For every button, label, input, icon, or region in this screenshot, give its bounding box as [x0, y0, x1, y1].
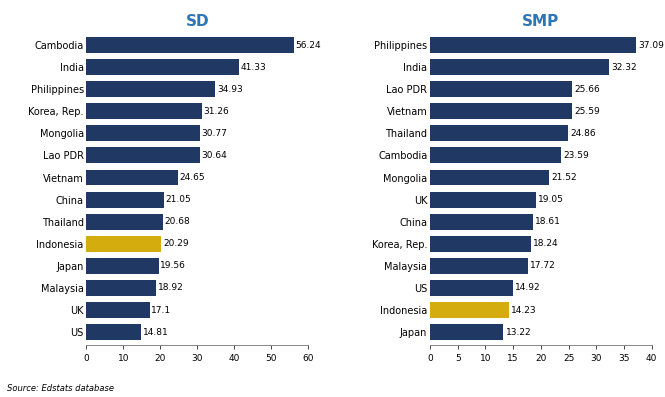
- Title: SD: SD: [186, 14, 209, 29]
- Title: SMP: SMP: [522, 14, 559, 29]
- Bar: [430, 324, 503, 340]
- Text: 30.64: 30.64: [201, 151, 227, 160]
- Text: 20.68: 20.68: [164, 217, 190, 226]
- Bar: [430, 280, 513, 296]
- Text: 19.05: 19.05: [538, 195, 564, 204]
- Bar: [86, 59, 239, 75]
- Text: 14.23: 14.23: [511, 306, 537, 314]
- Bar: [430, 302, 509, 318]
- Bar: [430, 192, 535, 208]
- Text: 14.81: 14.81: [143, 328, 168, 337]
- Text: 25.66: 25.66: [575, 85, 600, 94]
- Bar: [430, 59, 609, 75]
- Text: 37.09: 37.09: [638, 40, 664, 50]
- Text: 21.05: 21.05: [166, 195, 192, 204]
- Text: 18.61: 18.61: [535, 217, 561, 226]
- Bar: [86, 170, 178, 185]
- Bar: [86, 103, 202, 119]
- Text: 21.52: 21.52: [551, 173, 577, 182]
- Bar: [430, 103, 572, 119]
- Text: 17.72: 17.72: [531, 261, 556, 270]
- Bar: [430, 214, 533, 229]
- Bar: [86, 214, 163, 229]
- Bar: [86, 258, 159, 274]
- Bar: [86, 236, 162, 252]
- Bar: [430, 81, 573, 97]
- Bar: [430, 236, 531, 252]
- Text: Source: Edstats database: Source: Edstats database: [7, 384, 114, 393]
- Text: 56.24: 56.24: [296, 40, 321, 50]
- Text: 14.92: 14.92: [515, 283, 541, 293]
- Bar: [86, 148, 200, 164]
- Text: 41.33: 41.33: [241, 63, 267, 71]
- Text: 31.26: 31.26: [203, 107, 229, 116]
- Bar: [430, 125, 568, 141]
- Bar: [430, 148, 561, 164]
- Text: 25.59: 25.59: [574, 107, 600, 116]
- Bar: [430, 37, 636, 53]
- Text: 32.32: 32.32: [611, 63, 637, 71]
- Bar: [86, 280, 156, 296]
- Text: 34.93: 34.93: [217, 85, 243, 94]
- Bar: [86, 125, 200, 141]
- Bar: [86, 81, 215, 97]
- Text: 18.92: 18.92: [158, 283, 184, 293]
- Text: 24.86: 24.86: [570, 129, 596, 138]
- Bar: [430, 258, 528, 274]
- Text: 23.59: 23.59: [563, 151, 589, 160]
- Text: 30.77: 30.77: [201, 129, 227, 138]
- Bar: [86, 302, 150, 318]
- Text: 20.29: 20.29: [163, 239, 188, 248]
- Text: 18.24: 18.24: [533, 239, 559, 248]
- Text: 17.1: 17.1: [151, 306, 171, 314]
- Text: 19.56: 19.56: [160, 261, 186, 270]
- Bar: [86, 192, 164, 208]
- Bar: [86, 37, 294, 53]
- Bar: [86, 324, 141, 340]
- Bar: [430, 170, 549, 185]
- Text: 24.65: 24.65: [179, 173, 205, 182]
- Text: 13.22: 13.22: [505, 328, 531, 337]
